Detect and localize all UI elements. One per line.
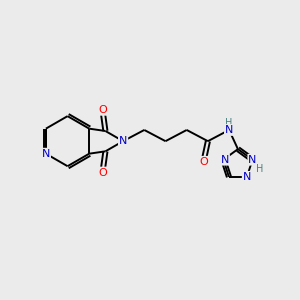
Text: N: N: [220, 155, 229, 165]
Text: N: N: [119, 136, 127, 146]
Text: N: N: [243, 172, 251, 182]
Text: O: O: [98, 167, 107, 178]
Text: H: H: [256, 164, 264, 174]
Text: N: N: [225, 125, 233, 135]
Text: O: O: [199, 157, 208, 167]
Text: N: N: [42, 149, 50, 159]
Text: H: H: [225, 118, 233, 128]
Text: O: O: [98, 105, 107, 115]
Text: N: N: [248, 155, 257, 165]
